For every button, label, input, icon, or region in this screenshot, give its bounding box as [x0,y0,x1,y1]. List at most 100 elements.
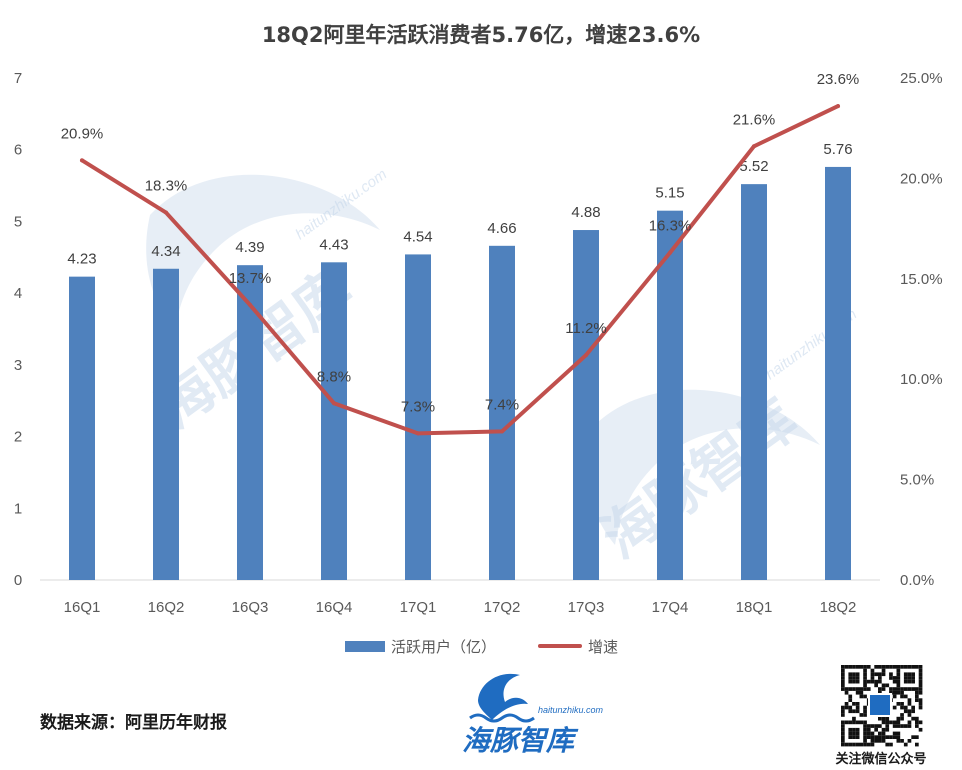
qr-module [911,735,915,739]
qr-module [918,665,923,669]
qr-module [896,683,901,688]
line-data-label: 7.4% [485,396,519,413]
qr-module [863,679,867,684]
qr-module [841,720,845,725]
qr-module [889,676,893,680]
qr-module [863,720,867,725]
line-point [500,429,504,434]
qr-module [841,672,845,677]
x-axis-tick-label: 16Q2 [148,599,185,616]
qr-module [896,676,901,680]
qr-module [866,679,871,684]
qr-module [870,672,875,677]
qr-module [870,724,875,728]
qr-module [915,694,919,699]
qr-module [907,739,912,743]
qr-module [841,727,845,732]
line-data-label: 7.3% [401,398,435,415]
qr-module [844,690,849,695]
qr-module [915,665,919,669]
qr-module [863,672,867,677]
legend: 活跃用户（亿） 增速 [345,638,618,656]
qr-module [889,690,893,695]
qr-module [863,665,867,669]
qr-module [841,676,845,680]
qr-module [885,683,890,688]
qr-module [878,690,882,695]
qr-module [848,735,853,739]
qr-module [911,672,915,677]
qr-module [907,665,912,669]
qr-module [900,665,904,669]
qr-module [915,742,919,747]
qr-module [866,724,871,728]
x-axis-tick-label: 17Q1 [400,599,437,616]
dolphin-logo-icon [478,673,528,720]
qr-module [859,720,864,725]
bar [657,210,683,580]
right-axis-tick-label: 5.0% [900,472,934,489]
qr-module [911,716,915,721]
qr-module [881,727,886,732]
bar-data-label: 4.54 [403,228,432,245]
bar [321,262,347,580]
qr-module [852,720,856,725]
qr-module [903,679,908,684]
qr-module [874,739,878,743]
x-axis-tick-label: 17Q3 [568,599,605,616]
qr-module [911,679,915,684]
qr-module [874,727,878,732]
line-point [80,158,84,163]
qr-module [896,702,901,706]
qr-module [866,687,871,691]
qr-module [915,698,919,702]
qr-module [918,727,923,732]
qr-module [896,716,901,721]
qr-module [848,676,853,680]
left-axis-tick-label: 4 [14,285,22,302]
qr-module [866,731,871,736]
x-axis-tick-label: 18Q2 [820,599,857,616]
qr-module [848,709,853,714]
qr-module [885,720,890,725]
qr-module [892,724,897,728]
bar [69,276,95,580]
qr-module [903,687,908,691]
qr-module [870,676,875,680]
qr-module [892,735,897,739]
qr-module [874,665,878,669]
qr-module [892,705,897,710]
bar-data-label: 4.23 [67,251,96,268]
qr-module [844,665,849,669]
qr-module [918,720,923,725]
qr-module [903,709,908,714]
qr-module [907,698,912,702]
qr-module [852,735,856,739]
qr-module [855,702,860,706]
qr-module [855,679,860,684]
bar [153,268,179,580]
qr-module [852,665,856,669]
qr-module [900,690,904,695]
qr-module [866,742,871,747]
qr-module [848,679,853,684]
qr-module [918,676,923,680]
qr-module [892,679,897,684]
qr-module [918,679,923,684]
left-axis-tick-label: 7 [14,70,22,87]
qr-module [866,665,871,669]
qr-module [863,727,867,732]
qr-module [911,665,915,669]
qr-module [870,731,875,736]
qr-module [870,679,875,684]
qr-module [852,742,856,747]
line-point [332,401,336,406]
bar-data-label: 4.43 [319,236,348,253]
qr-module [896,687,901,691]
qr-module [878,687,882,691]
line-data-label: 13.7% [229,270,272,287]
qr-module [889,687,893,691]
line-point [164,210,168,215]
qr-module [878,735,882,739]
qr-module [896,690,901,695]
